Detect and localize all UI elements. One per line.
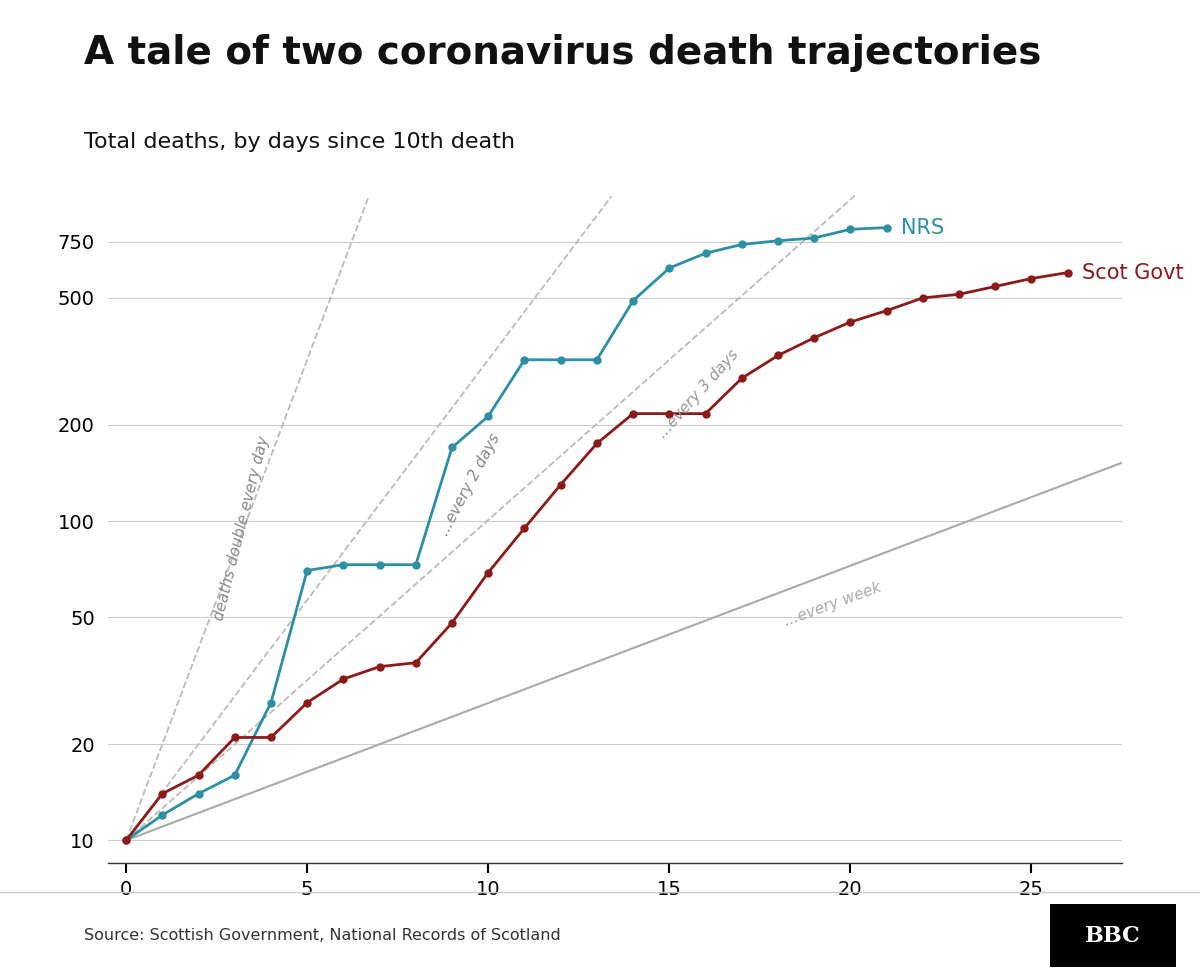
Text: Total deaths, by days since 10th death: Total deaths, by days since 10th death bbox=[84, 132, 515, 152]
Text: NRS: NRS bbox=[901, 217, 944, 238]
Text: Scot Govt: Scot Govt bbox=[1082, 262, 1183, 283]
Text: Source: Scottish Government, National Records of Scotland: Source: Scottish Government, National Re… bbox=[84, 928, 560, 944]
Text: A tale of two coronavirus death trajectories: A tale of two coronavirus death trajecto… bbox=[84, 34, 1042, 72]
Text: ...every 2 days: ...every 2 days bbox=[437, 431, 503, 538]
Text: ...every 3 days: ...every 3 days bbox=[655, 347, 742, 441]
Text: ...every week: ...every week bbox=[781, 579, 883, 629]
Text: BBC: BBC bbox=[1085, 924, 1141, 947]
Text: deaths double every day: deaths double every day bbox=[211, 435, 272, 622]
